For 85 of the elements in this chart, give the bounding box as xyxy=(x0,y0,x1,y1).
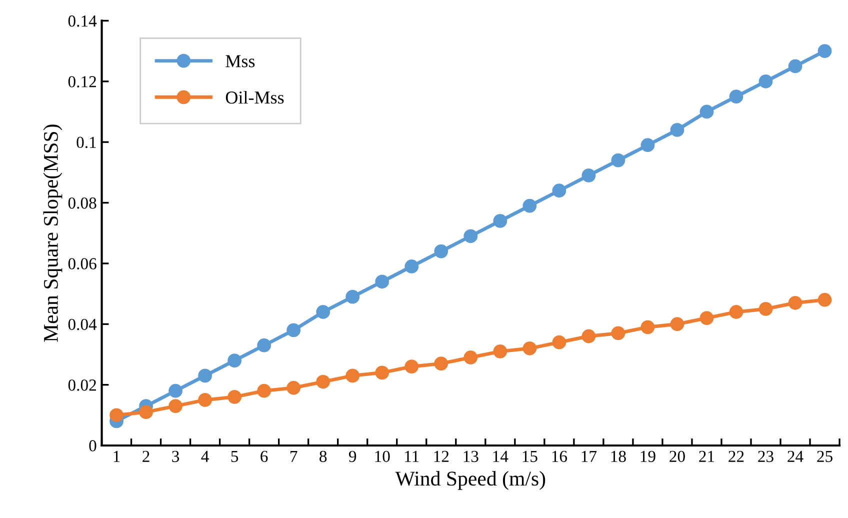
point xyxy=(818,44,832,58)
point xyxy=(286,323,301,338)
point xyxy=(404,260,419,274)
y-axis-title: Mean Square Slope(MSS) xyxy=(43,124,62,342)
point xyxy=(434,244,448,258)
x-tick-label: 3 xyxy=(172,450,180,462)
point xyxy=(316,374,330,389)
point xyxy=(758,74,773,88)
point xyxy=(700,104,714,119)
point xyxy=(670,123,684,137)
x-tick-label: 18 xyxy=(611,450,626,462)
point xyxy=(168,399,182,413)
point xyxy=(611,153,626,168)
y-tick-label: 0.1 xyxy=(76,136,96,148)
point xyxy=(818,292,832,307)
point xyxy=(788,59,802,74)
point xyxy=(316,305,330,319)
point xyxy=(257,338,272,352)
point xyxy=(286,380,301,395)
point xyxy=(228,390,242,404)
point xyxy=(670,317,684,332)
y-tick-label: 0.02 xyxy=(68,380,96,391)
point xyxy=(375,366,390,380)
point xyxy=(552,184,566,198)
point xyxy=(640,320,655,334)
point xyxy=(729,90,744,104)
x-tick-label: 15 xyxy=(522,450,538,462)
x-tick-label: 12 xyxy=(434,450,449,462)
point xyxy=(493,214,508,228)
point xyxy=(582,329,596,344)
point xyxy=(198,368,212,383)
legend-label: Oil-Mss xyxy=(226,90,284,104)
point xyxy=(522,341,537,356)
x-tick-label: 25 xyxy=(817,450,832,462)
point xyxy=(464,229,478,244)
point xyxy=(346,368,360,383)
x-tick-label: 16 xyxy=(552,450,568,462)
point xyxy=(168,384,182,398)
x-tick-label: 6 xyxy=(260,450,268,462)
point xyxy=(640,138,655,152)
x-tick-label: 17 xyxy=(582,450,597,462)
point xyxy=(110,408,124,422)
point xyxy=(758,302,773,316)
x-tick-label: 22 xyxy=(728,450,744,462)
x-tick-label: 2 xyxy=(142,450,150,462)
point xyxy=(257,384,272,398)
legend-label: Mss xyxy=(226,55,255,68)
x-tick-label: 21 xyxy=(699,450,714,462)
x-tick-label: 14 xyxy=(493,450,508,462)
x-tick-label: 11 xyxy=(405,450,419,462)
point xyxy=(139,405,153,420)
x-tick-label: 5 xyxy=(231,450,238,462)
x-tick-label: 10 xyxy=(375,450,390,462)
y-tick-label: 0.04 xyxy=(68,318,97,330)
point xyxy=(346,290,360,304)
x-tick-label: 19 xyxy=(640,450,656,462)
point xyxy=(700,311,714,325)
x-tick-label: 20 xyxy=(670,450,685,462)
x-tick-label: 23 xyxy=(758,450,774,462)
point xyxy=(228,354,242,368)
x-tick-label: 7 xyxy=(290,450,298,462)
x-tick-label: 9 xyxy=(348,450,356,462)
point xyxy=(493,344,508,358)
x-tick-label: 13 xyxy=(464,450,478,462)
point xyxy=(729,305,744,319)
x-tick-label: 4 xyxy=(201,450,209,462)
point xyxy=(464,350,478,364)
y-tick-label: 0.06 xyxy=(68,258,96,270)
point xyxy=(522,198,537,213)
y-tick-label: 0 xyxy=(89,440,96,452)
point xyxy=(198,393,212,407)
point xyxy=(552,335,566,350)
x-tick-label: 8 xyxy=(320,450,327,462)
y-tick-label: 0.12 xyxy=(68,76,96,88)
point xyxy=(404,360,419,374)
y-tick-label: 0.14 xyxy=(68,15,97,27)
point xyxy=(582,168,596,182)
x-tick-label: 1 xyxy=(114,450,120,462)
x-axis-title: Wind Speed (m/s) xyxy=(395,471,546,490)
x-tick-label: 24 xyxy=(788,450,804,462)
y-tick-label: 0.08 xyxy=(68,197,96,209)
point xyxy=(434,356,448,371)
point xyxy=(788,296,802,310)
point xyxy=(375,274,390,289)
point xyxy=(611,326,626,340)
